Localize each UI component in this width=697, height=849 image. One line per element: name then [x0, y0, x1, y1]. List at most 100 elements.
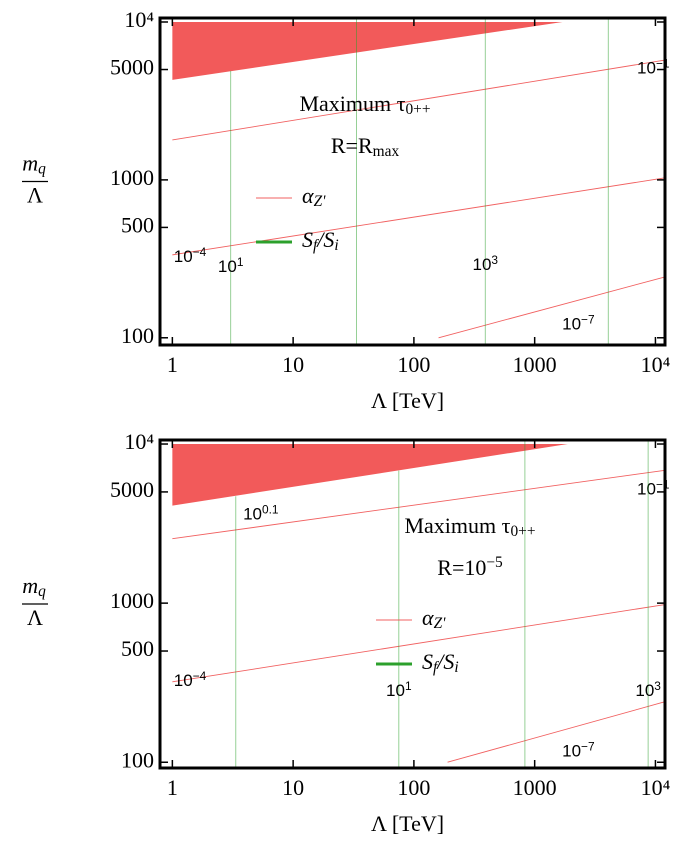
x-tick-label: 1: [167, 352, 178, 377]
text-piece: 10: [473, 255, 492, 274]
y-tick-label: 100: [121, 747, 154, 772]
text-piece: i: [334, 237, 338, 254]
text-piece: Maximum τ: [404, 513, 510, 538]
text-piece: −1: [656, 477, 670, 491]
contour-label: 101: [218, 255, 244, 277]
text-piece: R: [331, 133, 346, 158]
x-tick-label: 1000: [513, 352, 557, 377]
text-piece: −7: [581, 312, 595, 326]
text-piece: i: [454, 659, 458, 676]
y-tick-label: 5000: [110, 477, 154, 502]
text-piece: Z': [314, 193, 327, 210]
text-piece: 3: [654, 679, 661, 693]
y-tick-label: 500: [121, 636, 154, 661]
contour-label: 103: [473, 253, 499, 275]
contour-line: [172, 177, 666, 256]
plot-frame: [158, 438, 667, 770]
text-piece: =: [346, 133, 358, 158]
plot-frame: [158, 16, 667, 347]
contour-line: [438, 276, 666, 339]
text-piece: 10: [637, 480, 656, 499]
text-piece: 1: [237, 255, 244, 269]
x-tick-label: 10⁴: [641, 775, 671, 800]
y-tick-label: 5000: [110, 55, 154, 80]
y-axis-label: Λ: [27, 183, 43, 208]
legend-label: Sf/Si: [302, 227, 339, 254]
annotation: R=10−5: [437, 554, 503, 580]
legend-label: αZ': [302, 183, 326, 210]
text-piece: 0++: [405, 101, 430, 118]
text-piece: 10: [386, 681, 405, 700]
legend-label: αZ': [422, 605, 446, 632]
text-piece: α: [422, 605, 434, 630]
text-piece: 10: [562, 742, 581, 761]
x-tick-label: 1: [167, 775, 178, 800]
x-tick-label: 100: [397, 352, 430, 377]
text-piece: /S: [315, 227, 334, 252]
y-tick-label: 500: [121, 212, 154, 237]
y-tick-label: 10⁴: [124, 7, 154, 32]
text-piece: f: [313, 237, 320, 254]
text-piece: −5: [486, 554, 503, 571]
text-piece: 10: [637, 59, 656, 78]
text-piece: 10: [243, 505, 262, 524]
contour-label: 100.1: [243, 502, 279, 524]
contour-line: [447, 701, 666, 763]
contour-line: [172, 604, 666, 683]
y-tick-label: 100: [121, 323, 154, 348]
text-piece: Z': [434, 615, 447, 632]
text-piece: α: [302, 183, 314, 208]
annotation: Maximum τ0++: [404, 513, 535, 540]
x-axis-label: Λ [TeV]: [371, 811, 444, 836]
text-piece: /S: [435, 649, 454, 674]
contour-label: 101: [386, 679, 412, 701]
text-piece: 3: [491, 253, 498, 267]
y-tick-label: 10⁴: [124, 429, 154, 454]
text-piece: R: [437, 555, 452, 580]
y-tick-label: 1000: [110, 165, 154, 190]
text-piece: −4: [193, 669, 207, 683]
text-piece: q: [38, 161, 46, 178]
y-axis-label: mq: [22, 573, 46, 600]
contour-label: 103: [635, 679, 661, 701]
legend-label: Sf/Si: [422, 649, 459, 676]
text-piece: q: [38, 583, 46, 600]
contour-line: [172, 469, 666, 540]
x-tick-label: 1000: [513, 775, 557, 800]
excluded-region: [172, 444, 568, 506]
contour-label: 10−4: [174, 245, 207, 267]
text-piece: 10: [562, 315, 581, 334]
text-piece: =10: [452, 555, 486, 580]
text-piece: 10: [174, 248, 193, 267]
text-piece: max: [373, 143, 400, 160]
text-piece: m: [22, 151, 38, 176]
text-piece: S: [302, 227, 313, 252]
annotation: Maximum τ0++: [299, 91, 430, 118]
y-axis-label: mq: [22, 151, 46, 178]
x-axis-label: Λ [TeV]: [371, 388, 444, 413]
x-tick-label: 10: [282, 352, 304, 377]
contour-label: 10−7: [562, 739, 595, 761]
text-piece: 10: [218, 257, 237, 276]
contour-label: 10−4: [174, 669, 207, 691]
text-piece: 10: [635, 681, 654, 700]
x-tick-label: 10: [282, 775, 304, 800]
text-piece: R: [358, 133, 373, 158]
excluded-region: [172, 21, 563, 80]
text-piece: S: [422, 649, 433, 674]
text-piece: −4: [193, 245, 207, 259]
contour-line: [172, 59, 666, 141]
text-piece: Maximum τ: [299, 91, 405, 116]
text-piece: m: [22, 573, 38, 598]
x-tick-label: 100: [397, 775, 430, 800]
text-piece: f: [433, 659, 440, 676]
text-piece: 0.1: [262, 502, 279, 516]
text-piece: 10: [174, 671, 193, 690]
y-axis-label: Λ: [27, 605, 43, 630]
text-piece: 0++: [510, 523, 535, 540]
text-piece: 1: [405, 679, 412, 693]
text-piece: −1: [656, 56, 670, 70]
contour-label: 10−7: [562, 312, 595, 334]
y-tick-label: 1000: [110, 588, 154, 613]
